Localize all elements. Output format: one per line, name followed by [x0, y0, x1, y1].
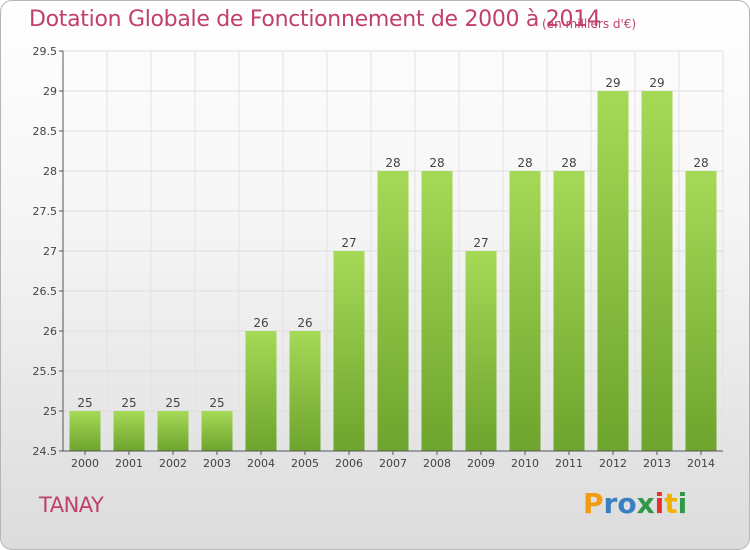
- bar: [333, 251, 365, 451]
- y-tick-label: 28.5: [33, 125, 58, 138]
- bar: [69, 411, 101, 451]
- x-tick-label: 2001: [115, 457, 143, 470]
- data-label: 28: [561, 156, 576, 170]
- bar: [289, 331, 321, 451]
- bar: [377, 171, 409, 451]
- y-tick-label: 25: [43, 405, 57, 418]
- proxiti-logo: Proxiti: [583, 487, 687, 520]
- data-label: 25: [209, 396, 224, 410]
- commune-name: TANAY: [39, 493, 104, 517]
- data-label: 28: [429, 156, 444, 170]
- data-label: 28: [693, 156, 708, 170]
- x-tick-label: 2000: [71, 457, 99, 470]
- data-label: 25: [77, 396, 92, 410]
- bar: [157, 411, 189, 451]
- bar: [201, 411, 233, 451]
- x-tick-label: 2013: [643, 457, 671, 470]
- data-label: 29: [649, 76, 664, 90]
- chart-unit-note: (en milliers d'€): [542, 17, 637, 31]
- y-tick-label: 27: [43, 245, 57, 258]
- data-label: 26: [253, 316, 268, 330]
- data-label: 28: [517, 156, 532, 170]
- bars: 25 25 25 25 26 26 27 28 28 27 28 28 29 29 28: [69, 76, 717, 451]
- data-label: 25: [165, 396, 180, 410]
- bar: [685, 171, 717, 451]
- bar: [465, 251, 497, 451]
- logo-letter: t: [664, 487, 678, 520]
- y-tick-label: 26.5: [33, 285, 58, 298]
- logo-letter: o: [617, 487, 637, 520]
- x-tick-label: 2012: [599, 457, 627, 470]
- y-tick-label: 25.5: [33, 365, 58, 378]
- bar: [641, 91, 673, 451]
- data-label: 28: [385, 156, 400, 170]
- logo-letter: i: [654, 487, 665, 520]
- axes: 24.5 25 25.5 26 26.5 27 27.5 28 28.5 29 29.5 2000 20…: [33, 45, 723, 470]
- bar: [553, 171, 585, 451]
- x-tick-label: 2009: [467, 457, 495, 470]
- logo-letter: r: [603, 487, 618, 520]
- bar: [245, 331, 277, 451]
- x-tick-label: 2002: [159, 457, 187, 470]
- data-label: 26: [297, 316, 312, 330]
- x-tick-label: 2006: [335, 457, 363, 470]
- logo-letter: i: [677, 487, 688, 520]
- y-tick-label: 24.5: [33, 445, 58, 458]
- bar: [597, 91, 629, 451]
- y-tick-label: 29.5: [33, 45, 58, 58]
- y-tick-label: 26: [43, 325, 57, 338]
- bar: [421, 171, 453, 451]
- logo-letter: P: [583, 487, 604, 520]
- y-tick-label: 29: [43, 85, 57, 98]
- x-tick-label: 2010: [511, 457, 539, 470]
- x-tick-label: 2007: [379, 457, 407, 470]
- chart-title: Dotation Globale de Fonctionnement de 20…: [29, 7, 601, 32]
- data-label: 25: [121, 396, 136, 410]
- data-label: 29: [605, 76, 620, 90]
- x-tick-label: 2003: [203, 457, 231, 470]
- x-tick-label: 2004: [247, 457, 275, 470]
- y-tick-label: 27.5: [33, 205, 58, 218]
- data-label: 27: [473, 236, 488, 250]
- bar: [509, 171, 541, 451]
- x-tick-label: 2008: [423, 457, 451, 470]
- x-tick-label: 2014: [687, 457, 715, 470]
- y-tick-label: 28: [43, 165, 57, 178]
- bar: [113, 411, 145, 451]
- x-tick-label: 2005: [291, 457, 319, 470]
- logo-letter: x: [636, 487, 655, 520]
- data-label: 27: [341, 236, 356, 250]
- x-tick-label: 2011: [555, 457, 583, 470]
